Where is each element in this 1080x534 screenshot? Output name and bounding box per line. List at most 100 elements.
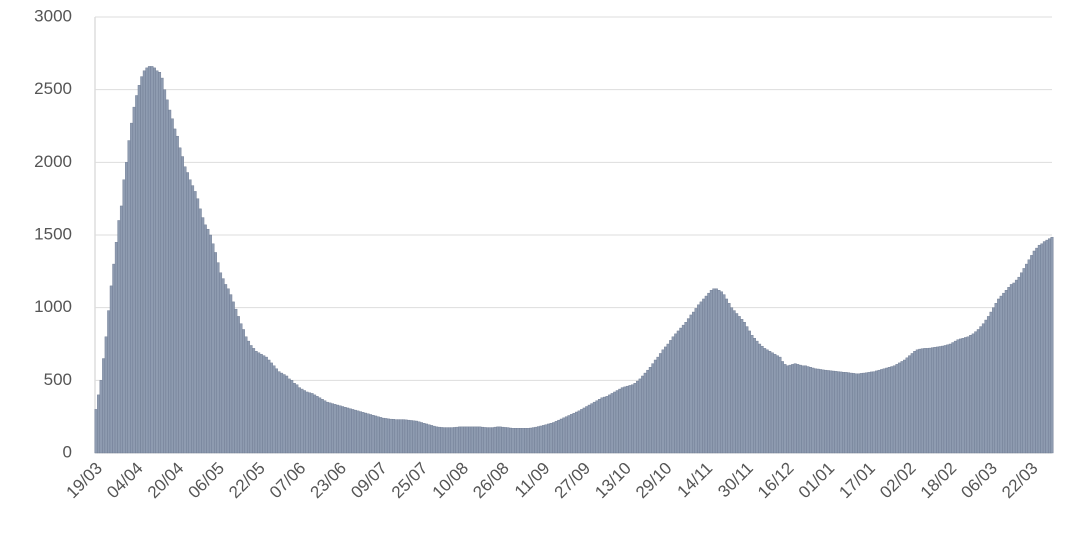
bar	[310, 393, 314, 454]
bar	[1004, 290, 1008, 454]
bar	[796, 364, 800, 454]
bar	[519, 428, 523, 454]
bar	[910, 353, 914, 454]
bar	[526, 428, 530, 454]
bar	[381, 417, 385, 454]
bar	[587, 404, 591, 454]
bar	[529, 427, 533, 454]
bar	[348, 408, 352, 454]
bar	[821, 369, 825, 454]
bar	[325, 401, 329, 454]
bar	[208, 234, 212, 454]
bar	[511, 428, 515, 454]
bar	[1025, 263, 1029, 454]
bar	[572, 412, 576, 454]
bar	[872, 371, 876, 454]
bar	[603, 396, 606, 454]
bar	[747, 330, 751, 454]
bar	[577, 410, 581, 454]
bar	[178, 147, 182, 454]
bar	[816, 368, 820, 454]
bar	[1040, 243, 1044, 454]
bar	[870, 371, 873, 454]
bar	[742, 322, 746, 454]
x-tick-label: 26/08	[469, 459, 513, 503]
bar	[1050, 236, 1054, 454]
bar	[791, 364, 795, 454]
bar	[206, 228, 210, 454]
bar	[330, 403, 334, 454]
bar	[435, 426, 439, 454]
bar	[686, 318, 690, 454]
bar	[646, 369, 650, 454]
bar	[877, 369, 881, 454]
bar	[478, 426, 482, 454]
bar	[183, 166, 187, 454]
bar	[300, 388, 304, 454]
bar	[864, 372, 868, 454]
x-tick-label: 17/01	[835, 459, 879, 503]
x-tick-label: 27/09	[551, 459, 595, 503]
bar	[524, 428, 528, 454]
bar	[458, 426, 462, 454]
bar	[135, 95, 139, 454]
bar	[620, 387, 624, 454]
bar	[496, 426, 500, 454]
bar	[399, 419, 403, 454]
bar	[358, 411, 362, 454]
bar	[719, 291, 723, 454]
bar	[353, 409, 357, 454]
bar	[369, 414, 373, 454]
bar	[315, 396, 319, 454]
bar	[292, 383, 296, 454]
bar	[819, 369, 823, 454]
bar	[1030, 255, 1034, 454]
bar	[745, 326, 749, 454]
bar	[254, 351, 258, 454]
bar	[336, 404, 340, 454]
bar	[1017, 276, 1021, 454]
bar	[343, 407, 347, 454]
bar	[346, 407, 350, 454]
bar	[473, 426, 477, 454]
bar	[366, 413, 370, 454]
bar	[122, 179, 126, 454]
bar	[829, 370, 833, 454]
bar	[831, 370, 835, 454]
bar	[226, 288, 230, 454]
bar	[389, 418, 393, 454]
bar	[806, 366, 810, 454]
bar	[712, 288, 716, 454]
bar	[119, 205, 123, 454]
bar	[948, 343, 952, 454]
bar	[778, 356, 782, 454]
bar	[605, 396, 609, 454]
x-tick-label: 11/09	[511, 459, 554, 502]
bar	[798, 364, 802, 454]
bar	[409, 420, 413, 454]
bar	[562, 417, 566, 454]
bar	[882, 368, 886, 454]
bar	[969, 335, 973, 454]
bar	[674, 333, 678, 454]
bar	[1012, 282, 1016, 454]
bar	[109, 285, 113, 454]
bar	[656, 356, 660, 454]
bar	[371, 415, 375, 454]
bar	[470, 426, 474, 454]
bar	[455, 426, 459, 454]
bar	[964, 337, 968, 454]
bar	[1045, 239, 1049, 454]
bar	[936, 346, 940, 454]
bar	[297, 387, 301, 454]
bar	[531, 427, 535, 454]
bar	[193, 191, 197, 454]
bar	[651, 363, 655, 454]
bar	[282, 374, 286, 454]
bar	[114, 242, 118, 454]
y-tick-label: 1000	[34, 297, 72, 316]
bar	[732, 310, 736, 454]
bar	[615, 390, 619, 454]
bar	[684, 322, 688, 454]
bar	[501, 426, 505, 454]
